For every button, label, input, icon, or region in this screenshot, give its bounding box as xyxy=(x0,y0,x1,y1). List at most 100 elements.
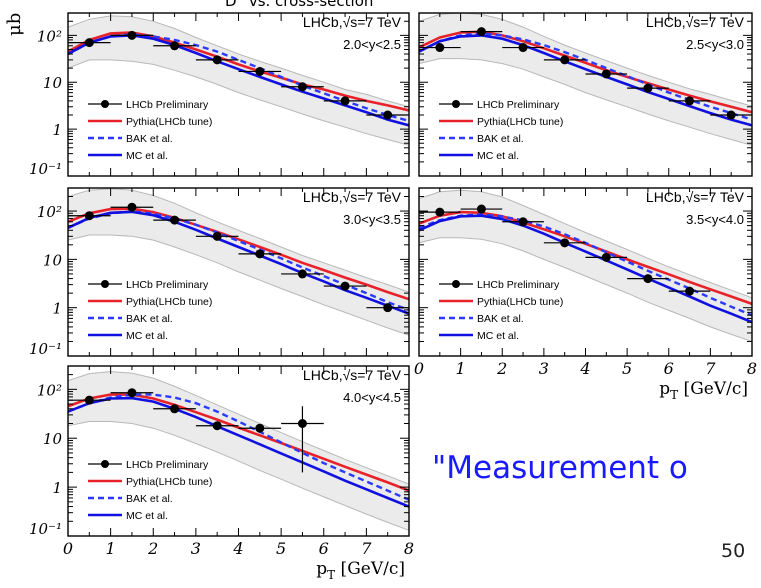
data-point xyxy=(560,55,570,65)
data-point xyxy=(383,303,393,313)
data-point xyxy=(435,43,445,53)
legend-label: Pythia(LHCb tune) xyxy=(126,296,212,308)
x-tick-label: 4 xyxy=(579,359,590,378)
series-line-mc-et-al xyxy=(68,396,409,508)
chart-panel-2: LHCb,√s=7 TeV 2.5<y<3.0 LHCb Preliminary Py… xyxy=(418,12,753,177)
panel-title: LHCb,√s=7 TeV xyxy=(303,367,402,383)
data-point xyxy=(601,252,611,262)
x-axis-label: pT [GeV/c] xyxy=(316,559,405,582)
data-point xyxy=(340,96,350,106)
legend-label: BAK et al. xyxy=(126,313,173,325)
legend-label: Pythia(LHCb tune) xyxy=(126,116,212,128)
legend-label: LHCb Preliminary xyxy=(126,279,209,291)
uncertainty-band xyxy=(419,13,752,146)
legend-label: BAK et al. xyxy=(126,133,173,145)
x-tick-label: 0 xyxy=(414,359,424,378)
y-tick-label: 10⁻¹ xyxy=(29,160,62,178)
data-point xyxy=(297,82,307,92)
y-tick-label: 10 xyxy=(43,251,63,269)
chart-panel-3: 10² 10 1 10⁻¹ LHCb,√s=7 TeV 3.0<y<3.5 LHCb Pre… xyxy=(29,187,410,358)
data-point xyxy=(601,69,611,79)
legend-label: BAK et al. xyxy=(126,493,173,505)
series-line-bak-et-al xyxy=(68,393,409,501)
panel-title: LHCb,√s=7 TeV xyxy=(303,189,402,205)
data-point xyxy=(255,423,265,433)
x-tick-label: 1 xyxy=(456,359,466,378)
x-tick-label: 7 xyxy=(705,359,716,378)
legend-label: Pythia(LHCb tune) xyxy=(477,296,563,308)
header-text: D° vs. cross-section xyxy=(225,0,373,10)
x-tick-label: 3 xyxy=(191,539,201,558)
y-tick-label: 10 xyxy=(43,430,63,448)
chart-panel-4: 0 1 2 3 4 5 6 7 8pT [GeV/c] LHCb,√s=7 TeV 3.5<y<4.… xyxy=(414,187,757,402)
data-point xyxy=(518,43,528,53)
data-point xyxy=(435,207,445,217)
data-point xyxy=(383,110,393,120)
x-tick-label: 2 xyxy=(496,359,507,378)
data-point xyxy=(212,231,222,241)
legend-label: LHCb Preliminary xyxy=(126,459,209,471)
data-point xyxy=(84,38,94,48)
data-point xyxy=(340,281,350,291)
legend-swatch-marker xyxy=(101,280,109,288)
rapidity-range-label: 2.0<y<2.5 xyxy=(343,37,401,52)
legend: LHCb Preliminary Pythia(LHCb tune) BAK et … xyxy=(439,279,563,342)
x-tick-label: 8 xyxy=(404,539,414,558)
y-unit-label: μb xyxy=(4,13,25,36)
data-point xyxy=(170,404,180,414)
data-point xyxy=(560,238,570,248)
legend-label: MC et al. xyxy=(477,150,519,162)
panel-title: LHCb,√s=7 TeV xyxy=(646,189,745,205)
data-point xyxy=(127,202,137,212)
y-tick-label: 10² xyxy=(37,27,62,45)
legend: LHCb Preliminary Pythia(LHCb tune) BAK et … xyxy=(88,99,212,162)
x-tick-label: 5 xyxy=(276,539,286,558)
data-point xyxy=(255,66,265,76)
data-point xyxy=(255,249,265,259)
x-tick-label: 5 xyxy=(622,359,632,378)
chart-panel-5: 10² 10 1 10⁻¹0 1 2 3 4 5 6 7 8pT [GeV/c] LHCb,√s=7 T… xyxy=(29,365,414,582)
series-line-pythia-lhcb-tune xyxy=(68,207,409,301)
rapidity-range-label: 3.0<y<3.5 xyxy=(343,212,401,227)
y-tick-label: 10² xyxy=(37,381,62,399)
data-point xyxy=(170,215,180,225)
legend-label: MC et al. xyxy=(126,150,168,162)
rapidity-range-label: 3.5<y<4.0 xyxy=(686,212,744,227)
x-tick-label: 2 xyxy=(147,539,158,558)
data-point xyxy=(127,388,137,398)
y-tick-label: 10⁻¹ xyxy=(29,340,62,358)
data-point xyxy=(518,217,528,227)
rapidity-range-label: 2.5<y<3.0 xyxy=(686,37,744,52)
data-point xyxy=(212,421,222,431)
x-tick-label: 1 xyxy=(106,539,116,558)
y-tick-label: 1 xyxy=(52,479,62,497)
legend-label: Pythia(LHCb tune) xyxy=(477,116,563,128)
x-tick-label: 4 xyxy=(232,539,243,558)
data-point xyxy=(297,419,307,429)
legend-swatch-marker xyxy=(101,460,109,468)
data-point xyxy=(212,55,222,65)
data-point xyxy=(726,110,736,120)
series-line-pythia-lhcb-tune xyxy=(68,31,409,112)
uncertainty-band xyxy=(68,371,409,531)
y-tick-label: 10 xyxy=(43,74,63,92)
legend-label: LHCb Preliminary xyxy=(477,99,560,111)
panel-title: LHCb,√s=7 TeV xyxy=(646,14,745,30)
uncertainty-band xyxy=(68,15,409,146)
x-tick-label: 7 xyxy=(361,539,372,558)
uncertainty-band xyxy=(419,189,752,343)
data-point xyxy=(643,83,653,93)
data-point xyxy=(476,204,486,214)
data-point xyxy=(476,27,486,37)
panel-title: LHCb,√s=7 TeV xyxy=(303,14,402,30)
series-line-mc-et-al xyxy=(68,210,409,315)
legend-label: LHCb Preliminary xyxy=(126,99,209,111)
uncertainty-band xyxy=(68,188,409,336)
y-tick-label: 10⁻¹ xyxy=(29,520,62,538)
data-point xyxy=(170,41,180,51)
data-point xyxy=(643,274,653,284)
legend-label: BAK et al. xyxy=(477,133,524,145)
rapidity-range-label: 4.0<y<4.5 xyxy=(343,390,401,405)
x-tick-label: 3 xyxy=(539,359,549,378)
page-number: 50 xyxy=(721,540,746,562)
